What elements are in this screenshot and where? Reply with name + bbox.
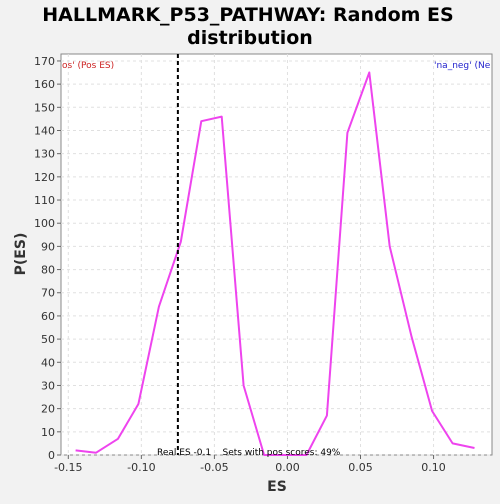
distribution-line (75, 71, 475, 456)
chart-title-line-2: distribution (187, 27, 313, 49)
y-tick-label: 10 (41, 426, 55, 439)
y-tick-label: 40 (41, 356, 55, 369)
y-tick-label: 80 (41, 264, 55, 277)
y-tick-label: 20 (41, 403, 55, 416)
y-tick-label: 90 (41, 240, 55, 253)
y-tick-label: 30 (41, 379, 55, 392)
grid-lines (61, 54, 492, 456)
y-tick-label: 0 (48, 449, 55, 462)
y-tick-label: 120 (34, 171, 55, 184)
pos-es-label: os' (Pos ES) (62, 61, 114, 71)
x-axis-label: ES (267, 479, 287, 495)
chart-title-line-1: HALLMARK_P53_PATHWAY: Random ES (42, 4, 453, 26)
neg-es-label: 'na_neg' (Ne (434, 61, 491, 71)
annotations-layer: os' (Pos ES) 'na_neg' (Ne Real ES -0.1 S… (62, 61, 491, 458)
y-tick-label: 130 (34, 148, 55, 161)
real-es-summary-label: Real ES -0.1 Sets with pos scores: 49% (157, 448, 341, 458)
series-layer (75, 54, 475, 456)
x-tick-label: 0.00 (275, 461, 300, 474)
y-tick-label: 170 (34, 55, 55, 68)
y-tick-label: 60 (41, 310, 55, 323)
x-tick-label: -0.10 (127, 461, 155, 474)
y-tick-label: 110 (34, 194, 55, 207)
y-axis-label: P(ES) (13, 233, 29, 276)
x-tick-label: -0.15 (54, 461, 82, 474)
x-tick-label: 0.10 (421, 461, 446, 474)
x-tick-label: 0.05 (348, 461, 373, 474)
y-tick-label: 100 (34, 217, 55, 230)
y-tick-label: 70 (41, 287, 55, 300)
plot-area (60, 53, 493, 456)
y-tick-label: 160 (34, 78, 55, 91)
y-tick-label: 50 (41, 333, 55, 346)
y-tick-label: 140 (34, 124, 55, 137)
axis-ticks: 0 10 20 30 40 50 60 70 80 90 100 110 120 130 140 150 160… (34, 55, 446, 474)
x-tick-label: -0.05 (200, 461, 228, 474)
y-tick-label: 150 (34, 101, 55, 114)
